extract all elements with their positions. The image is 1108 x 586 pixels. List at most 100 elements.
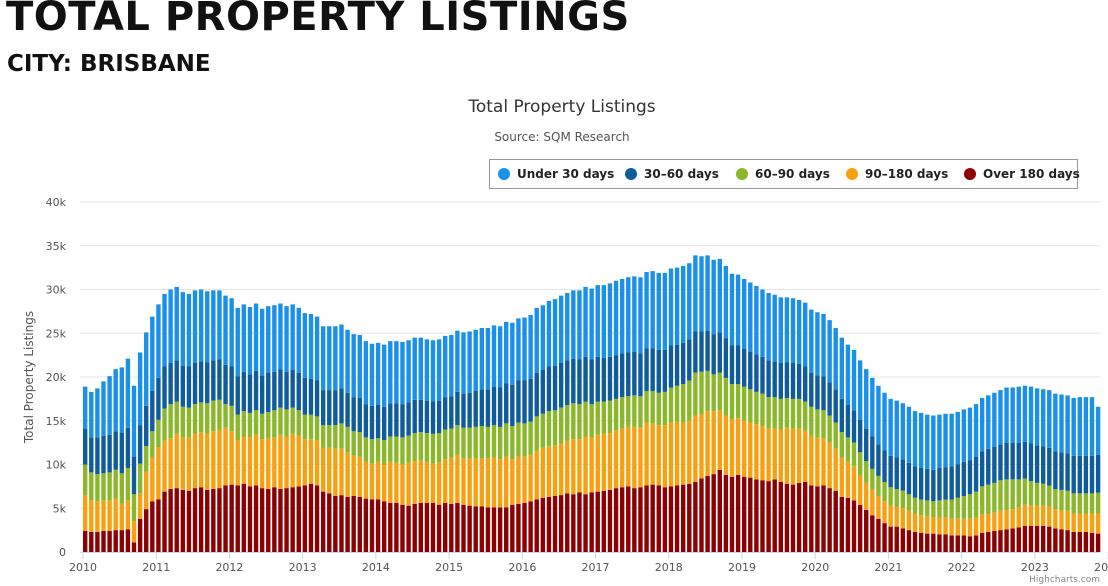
bar-segment[interactable]: [314, 416, 320, 441]
bar-segment[interactable]: [241, 411, 247, 437]
bar-segment[interactable]: [381, 501, 387, 552]
bar-segment[interactable]: [979, 398, 985, 452]
bar-segment[interactable]: [479, 426, 485, 459]
bar-segment[interactable]: [296, 410, 301, 436]
bar-segment[interactable]: [119, 530, 124, 553]
bar-segment[interactable]: [491, 325, 497, 387]
bar-segment[interactable]: [1047, 485, 1052, 507]
bar-segment[interactable]: [235, 376, 240, 415]
bar-segment[interactable]: [125, 500, 131, 530]
bar-segment[interactable]: [1083, 531, 1089, 553]
bar-segment[interactable]: [1053, 509, 1058, 529]
bar-segment[interactable]: [205, 489, 210, 553]
bar-segment[interactable]: [626, 352, 631, 397]
bar-segment[interactable]: [284, 436, 289, 489]
bar-segment[interactable]: [595, 491, 600, 553]
bar-segment[interactable]: [522, 380, 527, 424]
bar-segment[interactable]: [906, 510, 912, 531]
bar-segment[interactable]: [809, 372, 814, 407]
bar-segment[interactable]: [790, 363, 796, 399]
bar-segment[interactable]: [253, 434, 259, 486]
bar-segment[interactable]: [455, 425, 460, 455]
bar-segment[interactable]: [595, 285, 600, 357]
bar-segment[interactable]: [583, 436, 588, 495]
bar-segment[interactable]: [412, 337, 417, 400]
bar-segment[interactable]: [284, 488, 289, 553]
bar-segment[interactable]: [986, 513, 991, 532]
bar-segment[interactable]: [473, 458, 478, 507]
bar-segment[interactable]: [516, 503, 521, 553]
bar-segment[interactable]: [650, 423, 655, 485]
bar-segment[interactable]: [497, 459, 503, 508]
bar-segment[interactable]: [973, 535, 979, 553]
bar-segment[interactable]: [754, 286, 759, 355]
bar-segment[interactable]: [186, 293, 192, 367]
bar-segment[interactable]: [796, 482, 802, 553]
bar-segment[interactable]: [320, 326, 326, 391]
bar-segment[interactable]: [967, 407, 973, 461]
bar-segment[interactable]: [705, 255, 710, 331]
bar-segment[interactable]: [1016, 386, 1021, 443]
bar-segment[interactable]: [1016, 507, 1021, 528]
bar-segment[interactable]: [583, 494, 588, 552]
bar-segment[interactable]: [687, 263, 692, 340]
bar-segment[interactable]: [473, 426, 478, 459]
bar-segment[interactable]: [333, 448, 338, 496]
bar-segment[interactable]: [626, 396, 631, 427]
bar-segment[interactable]: [235, 485, 240, 553]
bar-segment[interactable]: [699, 478, 704, 553]
bar-segment[interactable]: [1040, 389, 1046, 447]
bar-segment[interactable]: [443, 459, 448, 503]
bar-segment[interactable]: [375, 342, 381, 406]
bar-segment[interactable]: [363, 341, 369, 405]
bar-segment[interactable]: [302, 414, 308, 440]
bar-segment[interactable]: [211, 431, 216, 489]
bar-segment[interactable]: [711, 259, 716, 335]
bar-segment[interactable]: [522, 317, 527, 381]
bar-segment[interactable]: [851, 442, 857, 467]
bar-segment[interactable]: [644, 485, 649, 553]
bar-segment[interactable]: [668, 387, 674, 423]
bar-segment[interactable]: [205, 433, 210, 490]
bar-segment[interactable]: [674, 421, 680, 486]
bar-segment[interactable]: [1004, 442, 1009, 480]
bar-segment[interactable]: [339, 388, 344, 424]
bar-segment[interactable]: [973, 491, 979, 518]
bar-segment[interactable]: [925, 533, 930, 553]
bar-segment[interactable]: [327, 425, 332, 448]
bar-segment[interactable]: [223, 485, 228, 553]
bar-segment[interactable]: [290, 433, 295, 488]
bar-segment[interactable]: [436, 400, 442, 434]
bar-segment[interactable]: [607, 489, 613, 553]
bar-segment[interactable]: [308, 414, 314, 440]
bar-segment[interactable]: [1022, 385, 1028, 442]
bar-segment[interactable]: [400, 464, 405, 505]
bar-segment[interactable]: [333, 390, 338, 426]
bar-segment[interactable]: [1047, 526, 1052, 553]
bar-segment[interactable]: [113, 530, 118, 553]
bar-segment[interactable]: [748, 282, 753, 352]
bar-segment[interactable]: [473, 329, 478, 391]
bar-segment[interactable]: [491, 386, 497, 426]
bar-segment[interactable]: [998, 480, 1003, 511]
bar-segment[interactable]: [540, 413, 546, 448]
bar-segment[interactable]: [339, 448, 344, 496]
bar-segment[interactable]: [833, 328, 838, 390]
bar-segment[interactable]: [1004, 529, 1009, 552]
bar-segment[interactable]: [607, 356, 613, 401]
bar-segment[interactable]: [278, 303, 283, 370]
bar-segment[interactable]: [565, 440, 570, 494]
bar-segment[interactable]: [534, 307, 539, 373]
bar-segment[interactable]: [345, 329, 350, 393]
bar-segment[interactable]: [626, 486, 631, 553]
bar-segment[interactable]: [412, 399, 417, 433]
bar-segment[interactable]: [381, 406, 387, 440]
bar-segment[interactable]: [394, 403, 399, 437]
bar-segment[interactable]: [1053, 451, 1058, 490]
bar-segment[interactable]: [436, 504, 442, 552]
bar-segment[interactable]: [192, 363, 198, 405]
bar-segment[interactable]: [735, 475, 741, 552]
bar-segment[interactable]: [259, 439, 265, 489]
bar-segment[interactable]: [1034, 482, 1040, 506]
bar-segment[interactable]: [632, 426, 637, 489]
